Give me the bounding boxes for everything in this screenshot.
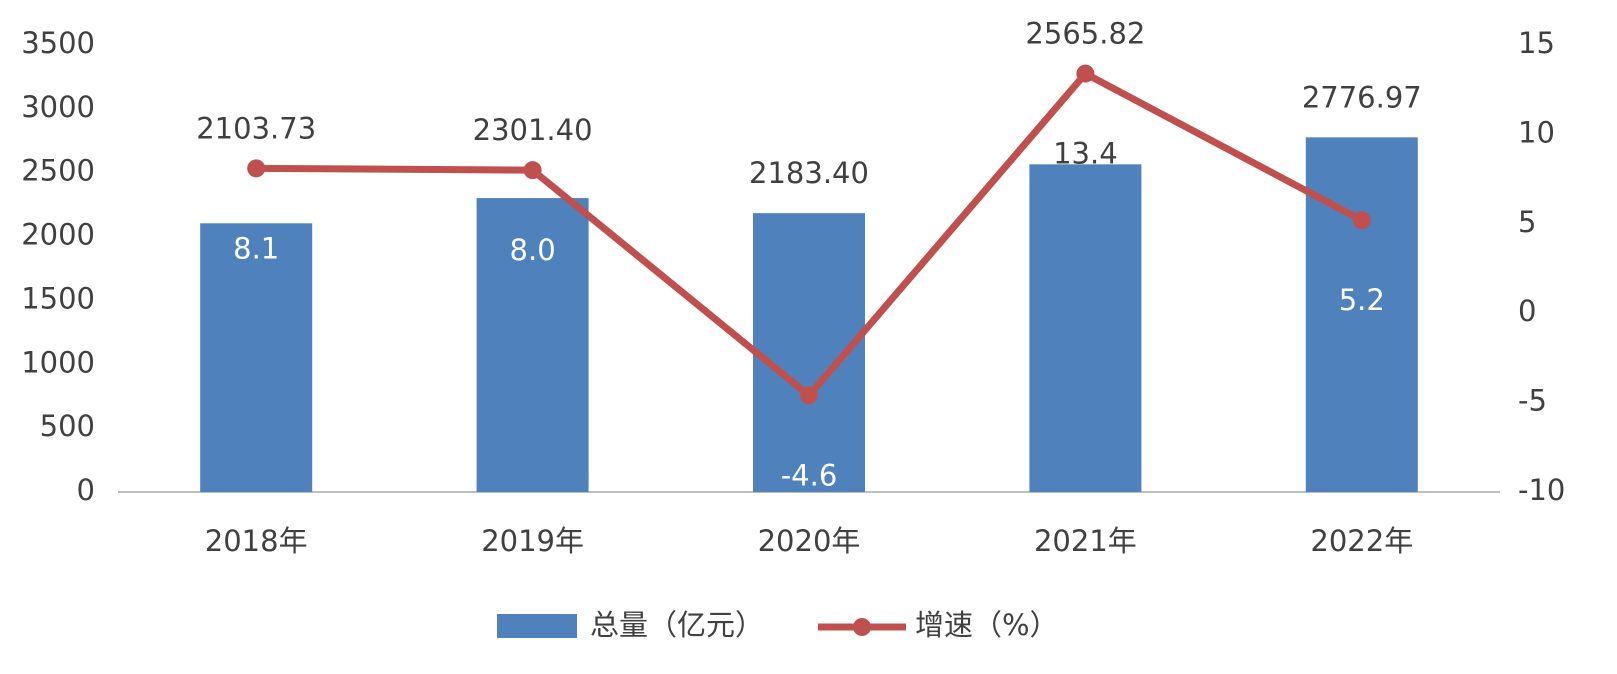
bar: [200, 223, 313, 493]
bar-value-label: 2103.73: [196, 111, 316, 145]
line-value-label: 8.1: [233, 231, 279, 265]
line-value-label: 13.4: [1053, 137, 1118, 171]
y2-tick-label: 10: [1518, 115, 1555, 149]
y-tick-label: 3500: [21, 26, 95, 60]
y2-tick-label: -10: [1518, 473, 1565, 507]
marker: [247, 159, 266, 178]
x-tick-label: 2019年: [481, 524, 584, 558]
y-tick-label: 3000: [21, 90, 95, 124]
legend-swatch: [497, 614, 577, 638]
line-value-label: -4.6: [781, 458, 838, 492]
legend-label: 总量（亿元）: [590, 608, 764, 642]
y-tick-label: 2000: [21, 218, 95, 252]
bar: [1305, 137, 1418, 493]
y-tick-label: 1500: [21, 281, 95, 315]
bar-value-label: 2565.82: [1025, 17, 1145, 51]
y2-tick-label: 15: [1518, 26, 1555, 60]
x-tick-label: 2020年: [758, 524, 861, 558]
y-tick-label: 1000: [21, 345, 95, 379]
marker: [1076, 64, 1095, 83]
y2-tick-label: 0: [1518, 294, 1536, 328]
legend-marker: [853, 618, 871, 636]
marker: [523, 161, 542, 180]
marker: [1352, 211, 1371, 230]
bar: [1029, 164, 1142, 492]
bar-value-label: 2776.97: [1302, 80, 1422, 114]
y-tick-label: 2500: [21, 154, 95, 188]
bar: [476, 198, 589, 492]
x-tick-label: 2021年: [1034, 524, 1137, 558]
x-tick-label: 2022年: [1310, 524, 1413, 558]
y2-tick-label: -5: [1518, 384, 1547, 418]
line-value-label: 5.2: [1339, 283, 1385, 317]
y-tick-label: 0: [77, 473, 95, 507]
bar-value-label: 2183.40: [749, 156, 869, 190]
legend-label: 增速（%）: [915, 608, 1059, 642]
bar-value-label: 2301.40: [473, 113, 593, 147]
line-value-label: 8.0: [510, 233, 556, 267]
marker: [800, 386, 818, 405]
y-tick-label: 500: [40, 409, 95, 443]
x-tick-label: 2018年: [205, 524, 308, 558]
y2-tick-label: 5: [1518, 205, 1536, 239]
